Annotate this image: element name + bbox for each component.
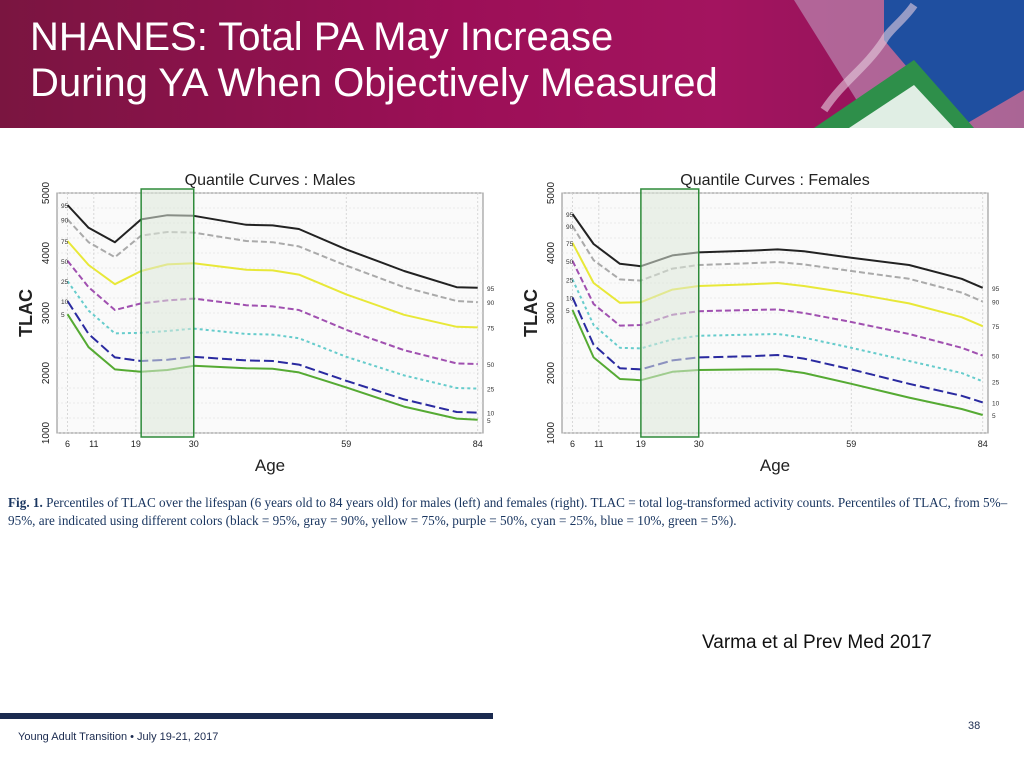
slide-title-line1: NHANES: Total PA May Increase	[30, 15, 614, 59]
series-label-start-95: 95	[61, 203, 69, 210]
series-label-end-75: 75	[487, 325, 495, 332]
x-tick-label: 84	[978, 439, 988, 449]
header-decor-triangle-white	[849, 85, 954, 128]
series-line-25	[571, 278, 984, 383]
chart-title: Quantile Curves : Females	[680, 172, 869, 189]
series-line-25	[66, 280, 478, 390]
series-line-75	[571, 242, 984, 328]
x-tick-label: 19	[131, 439, 141, 449]
y-tick-label: 3000	[546, 301, 557, 324]
x-tick-label: 11	[89, 439, 98, 449]
series-line-90	[571, 225, 984, 303]
citation: Varma et al Prev Med 2017	[702, 632, 932, 653]
series-label-end-95: 95	[992, 286, 1000, 293]
series-line-10	[66, 300, 478, 414]
x-tick-label: 6	[65, 439, 70, 449]
series-line-95	[66, 204, 478, 289]
series-label-end-50: 50	[992, 354, 1000, 361]
series-line-95	[571, 213, 984, 289]
series-label-start-5: 5	[61, 312, 65, 319]
x-tick-label: 30	[189, 439, 199, 449]
series-label-start-10: 10	[566, 295, 574, 302]
series-line-50	[571, 260, 984, 357]
series-label-end-5: 5	[487, 418, 491, 425]
slide-title: NHANES: Total PA May Increase During YA …	[30, 14, 718, 106]
series-label-end-50: 50	[487, 362, 495, 369]
y-axis-label: TLAC	[521, 289, 541, 337]
y-tick-label: 2000	[546, 361, 557, 384]
series-label-start-25: 25	[61, 279, 69, 286]
header-decor-runner	[820, 2, 918, 113]
series-label-start-5: 5	[566, 308, 570, 315]
x-axis-label: Age	[255, 456, 285, 475]
x-tick-label: 59	[846, 439, 856, 449]
series-line-90	[66, 218, 478, 304]
series-label-start-10: 10	[61, 299, 69, 306]
x-tick-label: 30	[694, 439, 704, 449]
y-tick-label: 4000	[546, 241, 557, 264]
series-label-end-90: 90	[992, 300, 1000, 307]
young-adult-highlight-box	[140, 188, 195, 438]
y-tick-label: 1000	[41, 421, 52, 444]
slide-header: NHANES: Total PA May Increase During YA …	[0, 0, 1024, 128]
females-quantile-chart: Quantile Curves : Females 6 11 19 30 59 84 1000…	[521, 172, 1000, 475]
figure-caption: Fig. 1. Percentiles of TLAC over the lif…	[8, 494, 1018, 530]
series-label-end-25: 25	[992, 379, 1000, 386]
x-axis-label: Age	[760, 456, 790, 475]
young-adult-highlight-box	[640, 188, 700, 438]
x-tick-label: 19	[636, 439, 646, 449]
series-label-end-10: 10	[992, 400, 1000, 407]
series-label-end-95: 95	[487, 286, 495, 293]
y-axis-label: TLAC	[16, 289, 36, 337]
series-label-end-75: 75	[992, 324, 1000, 331]
series-label-start-50: 50	[566, 259, 574, 266]
series-label-end-25: 25	[487, 387, 495, 394]
footer-bar	[0, 713, 493, 719]
footer-text: Young Adult Transition • July 19-21, 201…	[18, 731, 219, 743]
page-number: 38	[968, 720, 981, 732]
series-label-start-90: 90	[61, 217, 69, 224]
series-line-75	[66, 240, 478, 329]
y-tick-label: 1000	[546, 421, 557, 444]
series-label-start-90: 90	[566, 224, 574, 231]
series-line-5	[571, 309, 983, 416]
x-tick-label: 11	[594, 439, 603, 449]
males-quantile-chart: Quantile Curves : Males 6 11 19 30 59 84 1000 20…	[16, 172, 495, 475]
series-line-5	[66, 313, 478, 421]
series-label-end-10: 10	[487, 411, 495, 418]
x-tick-label: 6	[570, 439, 575, 449]
x-tick-label: 59	[341, 439, 351, 449]
y-tick-label: 2000	[41, 361, 52, 384]
figure-caption-label: Fig. 1.	[8, 495, 43, 510]
series-line-10	[571, 296, 983, 404]
series-label-start-50: 50	[61, 259, 69, 266]
header-decoration	[794, 0, 1024, 128]
slide-title-line2: During YA When Objectively Measured	[30, 61, 718, 105]
y-tick-label: 4000	[41, 241, 52, 264]
figure-caption-text: Percentiles of TLAC over the lifespan (6…	[8, 495, 1008, 528]
series-label-start-95: 95	[566, 212, 574, 219]
y-tick-label: 3000	[41, 301, 52, 324]
y-tick-label: 5000	[41, 181, 52, 204]
series-label-start-75: 75	[61, 239, 69, 246]
chart-title: Quantile Curves : Males	[185, 172, 356, 189]
series-label-start-25: 25	[566, 277, 574, 284]
series-label-start-75: 75	[566, 241, 574, 248]
series-label-end-90: 90	[487, 300, 495, 307]
series-label-end-5: 5	[992, 413, 996, 420]
y-tick-label: 5000	[546, 181, 557, 204]
series-line-50	[66, 260, 478, 365]
x-tick-label: 84	[473, 439, 483, 449]
header-decor-triangle-blue	[884, 0, 1024, 128]
